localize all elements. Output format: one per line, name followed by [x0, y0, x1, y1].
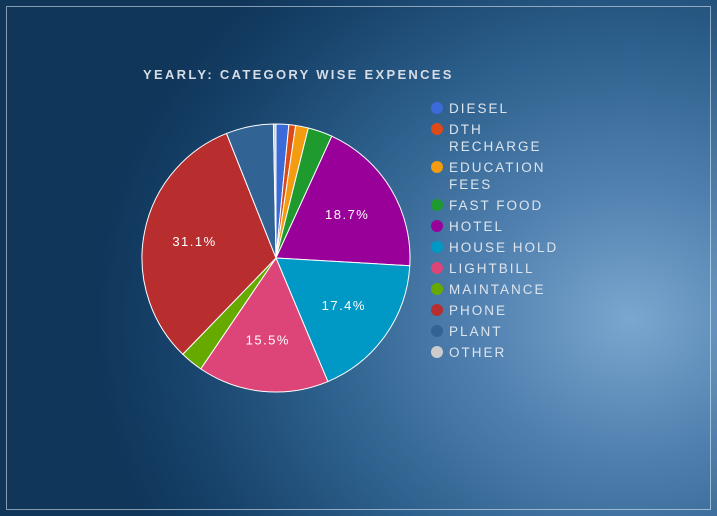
- legend-item-maintance[interactable]: MAINTANCE: [431, 281, 581, 298]
- slice-percent-label: 31.1%: [172, 234, 216, 249]
- legend-label: PHONE: [449, 303, 508, 318]
- legend-label: PLANT: [449, 324, 503, 339]
- pie-slice-lightbill[interactable]: [200, 256, 329, 393]
- legend-item-phone[interactable]: PHONE: [431, 302, 581, 319]
- legend-label: HOUSE HOLD: [449, 240, 559, 255]
- legend-label: FAST FOOD: [449, 198, 544, 213]
- pie-slice-other[interactable]: [272, 123, 277, 259]
- slice-percent-label: 15.5%: [246, 333, 290, 348]
- legend-label: DTH RECHARGE: [449, 122, 542, 154]
- chart-title: YEARLY: CATEGORY WISE EXPENCES: [143, 67, 454, 82]
- legend-swatch-icon: [431, 241, 443, 253]
- legend-item-dth-recharge[interactable]: DTH RECHARGE: [431, 121, 581, 155]
- legend-item-plant[interactable]: PLANT: [431, 323, 581, 340]
- legend: DIESEL DTH RECHARGE EDUCATION FEES FAST FOO…: [431, 100, 581, 365]
- legend-swatch-icon: [431, 325, 443, 337]
- legend-label: DIESEL: [449, 101, 510, 116]
- legend-swatch-icon: [431, 199, 443, 211]
- legend-swatch-icon: [431, 102, 443, 114]
- legend-label: LIGHTBILL: [449, 261, 535, 276]
- legend-swatch-icon: [431, 262, 443, 274]
- legend-item-house-hold[interactable]: HOUSE HOLD: [431, 239, 581, 256]
- legend-swatch-icon: [431, 346, 443, 358]
- legend-swatch-icon: [431, 304, 443, 316]
- legend-item-fast-food[interactable]: FAST FOOD: [431, 197, 581, 214]
- legend-label: EDUCATION FEES: [449, 160, 546, 192]
- pie-slice-phone[interactable]: [141, 132, 277, 355]
- slice-percent-label: 18.7%: [325, 207, 369, 222]
- legend-swatch-icon: [431, 123, 443, 135]
- slice-percent-label: 17.4%: [322, 298, 366, 313]
- pie-slice-hotel[interactable]: [275, 135, 411, 267]
- legend-label: MAINTANCE: [449, 282, 546, 297]
- legend-swatch-icon: [431, 283, 443, 295]
- legend-item-education-fees[interactable]: EDUCATION FEES: [431, 159, 581, 193]
- legend-item-hotel[interactable]: HOTEL: [431, 218, 581, 235]
- legend-label: HOTEL: [449, 219, 505, 234]
- pie-slice-house-hold[interactable]: [275, 257, 411, 383]
- legend-item-lightbill[interactable]: LIGHTBILL: [431, 260, 581, 277]
- panel-frame: [6, 6, 711, 510]
- legend-swatch-icon: [431, 220, 443, 232]
- legend-item-diesel[interactable]: DIESEL: [431, 100, 581, 117]
- legend-item-other[interactable]: OTHER: [431, 344, 581, 361]
- legend-label: OTHER: [449, 345, 507, 360]
- legend-swatch-icon: [431, 161, 443, 173]
